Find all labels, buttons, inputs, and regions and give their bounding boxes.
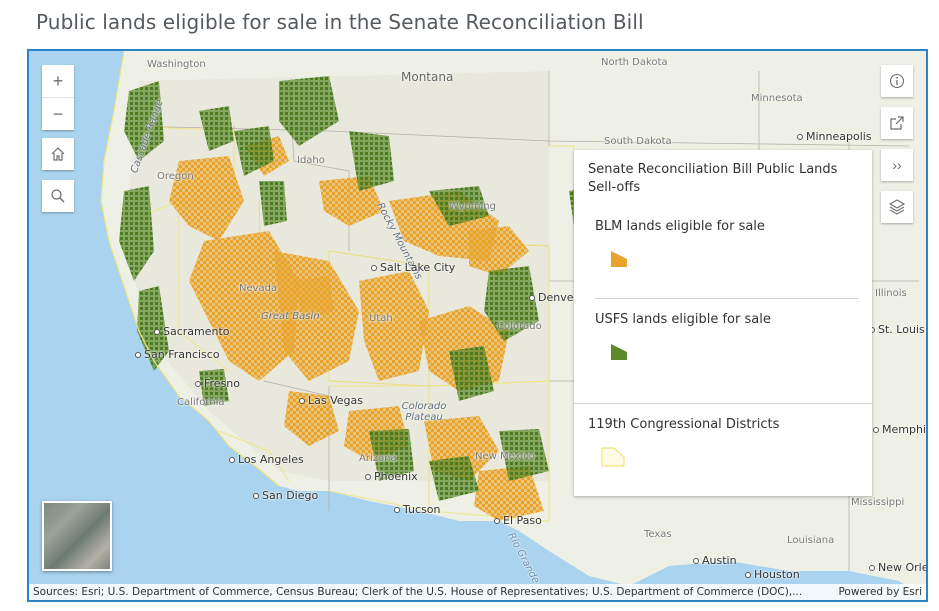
label-mississippi: Mississippi bbox=[851, 497, 905, 508]
legend-blm-swatch bbox=[611, 251, 627, 267]
legend-panel: Senate Reconciliation Bill Public Lands … bbox=[574, 150, 872, 496]
label-louisiana: Louisiana bbox=[787, 535, 835, 546]
label-montana: Montana bbox=[401, 70, 454, 84]
label-great-basin: Great Basin bbox=[261, 311, 320, 322]
info-icon bbox=[889, 73, 905, 89]
label-st-louis: St. Louis bbox=[869, 323, 925, 336]
legend-usfs-label: USFS lands eligible for sale bbox=[595, 312, 771, 327]
label-el-paso: El Paso bbox=[494, 514, 542, 527]
zoom-in-button[interactable]: + bbox=[42, 65, 74, 97]
label-minnesota: Minnesota bbox=[751, 93, 803, 104]
legend-districts-label: 119th Congressional Districts bbox=[588, 417, 780, 432]
label-north-dakota: North Dakota bbox=[601, 57, 668, 68]
share-button[interactable] bbox=[881, 107, 913, 139]
attribution-sources[interactable]: Sources: Esri; U.S. Department of Commer… bbox=[33, 586, 803, 598]
label-texas: Texas bbox=[644, 529, 672, 540]
zoom-controls: + − bbox=[42, 65, 74, 130]
layers-button[interactable] bbox=[881, 191, 913, 223]
label-utah: Utah bbox=[369, 313, 393, 324]
label-salt-lake-city: Salt Lake City bbox=[371, 261, 455, 274]
label-minneapolis: Minneapolis bbox=[797, 130, 872, 143]
label-idaho: Idaho bbox=[297, 155, 325, 166]
layers-icon bbox=[888, 199, 906, 215]
search-button[interactable] bbox=[42, 180, 74, 212]
chevron-right-icon: ›› bbox=[892, 157, 902, 173]
label-new-orleans: New Orlea bbox=[869, 561, 926, 574]
legend-title: Senate Reconciliation Bill Public Lands … bbox=[588, 162, 838, 195]
expand-button[interactable]: ›› bbox=[881, 149, 913, 181]
legend-section-divider bbox=[574, 403, 872, 404]
powered-by-esri[interactable]: Powered by Esri bbox=[838, 586, 922, 598]
legend-usfs-swatch bbox=[611, 344, 627, 360]
label-washington: Washington bbox=[147, 59, 206, 70]
label-california: California bbox=[177, 397, 225, 408]
coastline bbox=[100, 51, 280, 487]
label-los-angeles: Los Angeles bbox=[229, 453, 304, 466]
basemap-toggle[interactable] bbox=[42, 501, 112, 571]
label-houston: Houston bbox=[745, 568, 800, 581]
label-phoenix: Phoenix bbox=[365, 470, 418, 483]
label-illinois: Illinois bbox=[875, 288, 907, 299]
label-fresno: Fresno bbox=[195, 377, 240, 390]
label-austin: Austin bbox=[693, 554, 737, 567]
page-title: Public lands eligible for sale in the Se… bbox=[36, 10, 644, 34]
legend-divider bbox=[595, 298, 859, 299]
label-denver: Denver bbox=[529, 291, 578, 304]
map-view[interactable]: Washington Montana North Dakota Minnesot… bbox=[27, 49, 928, 602]
legend-districts-swatch bbox=[601, 447, 625, 467]
label-nevada: Nevada bbox=[239, 283, 278, 294]
legend-blm-label: BLM lands eligible for sale bbox=[595, 219, 765, 234]
search-icon bbox=[51, 189, 65, 203]
attribution-bar: Sources: Esri; U.S. Department of Commer… bbox=[29, 584, 926, 600]
label-south-dakota: South Dakota bbox=[604, 136, 672, 147]
home-button[interactable] bbox=[42, 138, 74, 170]
label-sacramento: Sacramento bbox=[154, 325, 230, 338]
home-icon bbox=[51, 147, 65, 161]
label-colorado-plateau: Colorado Plateau bbox=[401, 401, 447, 423]
label-arizona: Arizona bbox=[359, 453, 397, 464]
label-las-vegas: Las Vegas bbox=[299, 394, 363, 407]
label-colorado: Colorado bbox=[497, 321, 542, 332]
label-new-mexico: New Mexico bbox=[475, 451, 535, 462]
label-wyoming: Wyoming bbox=[449, 201, 496, 212]
info-button[interactable] bbox=[881, 65, 913, 97]
label-san-francisco: San Francisco bbox=[135, 348, 220, 361]
share-icon bbox=[890, 116, 904, 130]
label-memphis: Memphis bbox=[873, 423, 926, 436]
label-tucson: Tucson bbox=[394, 503, 441, 516]
zoom-out-button[interactable]: − bbox=[42, 97, 74, 130]
label-san-diego: San Diego bbox=[253, 489, 318, 502]
label-oregon: Oregon bbox=[157, 171, 194, 182]
